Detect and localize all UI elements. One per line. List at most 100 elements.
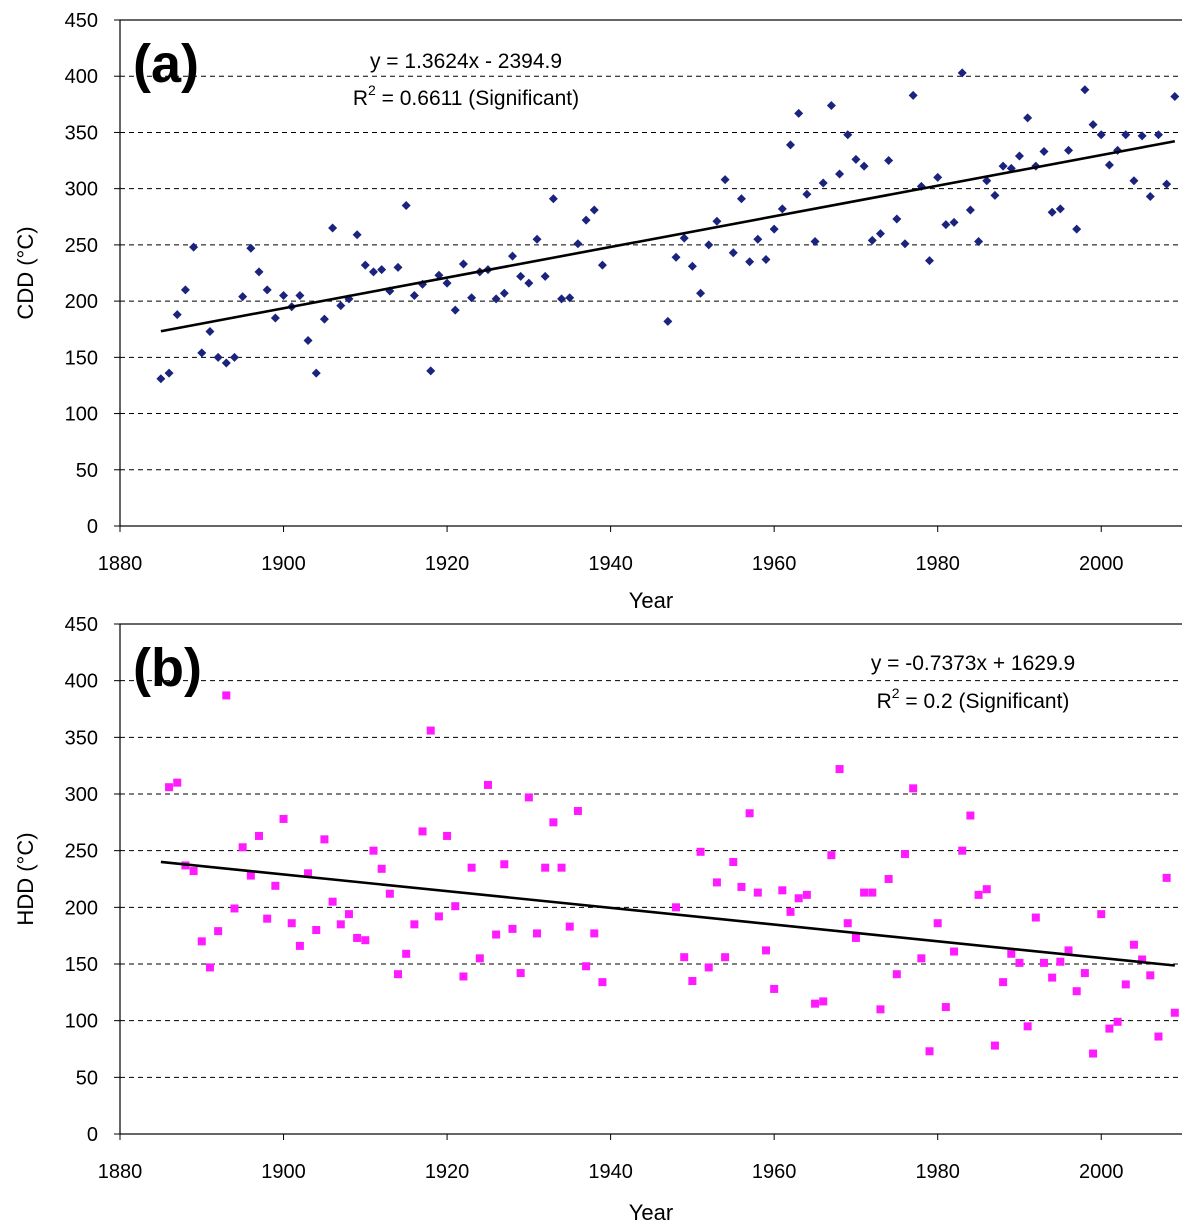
trendline-line	[160, 139, 1176, 333]
data-point	[263, 914, 272, 923]
data-point	[1153, 130, 1163, 140]
gridlines	[120, 75, 1182, 471]
data-point	[499, 288, 509, 298]
data-point	[909, 784, 918, 793]
x-tick-label: 1900	[261, 1161, 306, 1183]
data-point	[933, 172, 943, 182]
data-point	[778, 886, 787, 895]
data-point	[777, 204, 787, 214]
data-point	[221, 358, 231, 368]
data-point	[385, 889, 394, 898]
data-point	[1170, 1008, 1179, 1017]
data-point	[214, 927, 223, 936]
data-point	[843, 919, 852, 928]
data-point	[443, 831, 452, 840]
data-point	[172, 310, 182, 320]
data-points	[165, 691, 1179, 1058]
data-point	[737, 882, 746, 891]
data-point	[540, 271, 550, 281]
data-point	[557, 294, 567, 304]
y-tick-label: 100	[65, 404, 98, 426]
data-point	[729, 858, 738, 866]
trendline	[160, 860, 1175, 967]
data-point	[353, 933, 362, 942]
data-point	[720, 175, 730, 185]
y-axis-title: HDD (°C)	[13, 832, 38, 925]
regression-equation: y = -0.7373x + 1629.9	[871, 652, 1075, 675]
data-point	[875, 229, 885, 239]
y-tick-label: 200	[65, 897, 98, 919]
y-tick-label: 150	[65, 347, 98, 369]
y-tick-label: 250	[65, 841, 98, 863]
data-point	[1104, 160, 1114, 170]
data-point	[941, 220, 951, 230]
data-point	[451, 902, 460, 911]
data-point	[696, 847, 705, 856]
data-point	[843, 130, 853, 140]
data-point	[279, 290, 289, 300]
data-point	[982, 176, 992, 186]
data-point	[721, 953, 730, 962]
data-point	[1023, 113, 1033, 123]
data-point	[900, 850, 909, 859]
data-point	[1031, 913, 1040, 922]
data-point	[679, 233, 689, 243]
data-point	[688, 977, 697, 985]
data-point	[442, 278, 452, 288]
x-tick-label: 1980	[915, 1161, 960, 1183]
x-tick-label: 1960	[752, 553, 797, 575]
data-point	[958, 846, 967, 855]
data-point	[409, 290, 419, 300]
data-point	[908, 90, 918, 100]
data-point	[319, 314, 329, 324]
data-point	[868, 888, 877, 897]
data-point	[434, 912, 443, 921]
data-point	[533, 929, 542, 938]
y-tick-label: 0	[87, 1124, 98, 1146]
data-point	[761, 255, 771, 265]
data-point	[590, 929, 599, 938]
data-point	[1039, 958, 1048, 967]
data-point	[900, 239, 910, 249]
data-point	[336, 301, 346, 311]
data-point	[1162, 179, 1172, 189]
data-point	[1014, 151, 1024, 161]
x-tick-label: 1880	[98, 1161, 143, 1183]
data-point	[450, 305, 460, 315]
x-tick-label: 1940	[588, 553, 633, 575]
data-point	[949, 217, 959, 227]
data-point	[892, 970, 901, 979]
y-tick-label: 450	[65, 614, 98, 636]
data-point	[1007, 949, 1016, 958]
data-point	[336, 920, 345, 929]
data-point	[230, 904, 239, 913]
data-point	[246, 871, 255, 880]
data-point	[360, 260, 370, 270]
data-point	[532, 234, 542, 244]
y-tick-label: 400	[65, 66, 98, 88]
data-point	[1145, 192, 1155, 202]
data-point	[859, 161, 869, 171]
data-point	[589, 205, 599, 215]
trendline-line	[160, 860, 1175, 967]
data-point	[401, 201, 411, 211]
data-point	[998, 161, 1008, 171]
r-squared-label: R2 = 0.6611 (Significant)	[353, 82, 579, 110]
y-tick-label: 300	[65, 784, 98, 806]
y-tick-label: 300	[65, 179, 98, 201]
data-point	[369, 846, 378, 855]
y-tick-label: 50	[76, 460, 98, 482]
data-point	[156, 374, 166, 384]
data-point	[917, 954, 926, 963]
data-point	[1072, 987, 1081, 996]
trendline	[160, 139, 1176, 333]
data-point	[1080, 969, 1089, 978]
y-tick-label: 350	[65, 727, 98, 749]
data-point	[835, 765, 844, 774]
x-tick-label: 1980	[915, 553, 960, 575]
data-point	[704, 240, 714, 250]
data-point	[500, 860, 509, 869]
data-point	[1162, 873, 1171, 882]
data-point	[884, 156, 894, 166]
